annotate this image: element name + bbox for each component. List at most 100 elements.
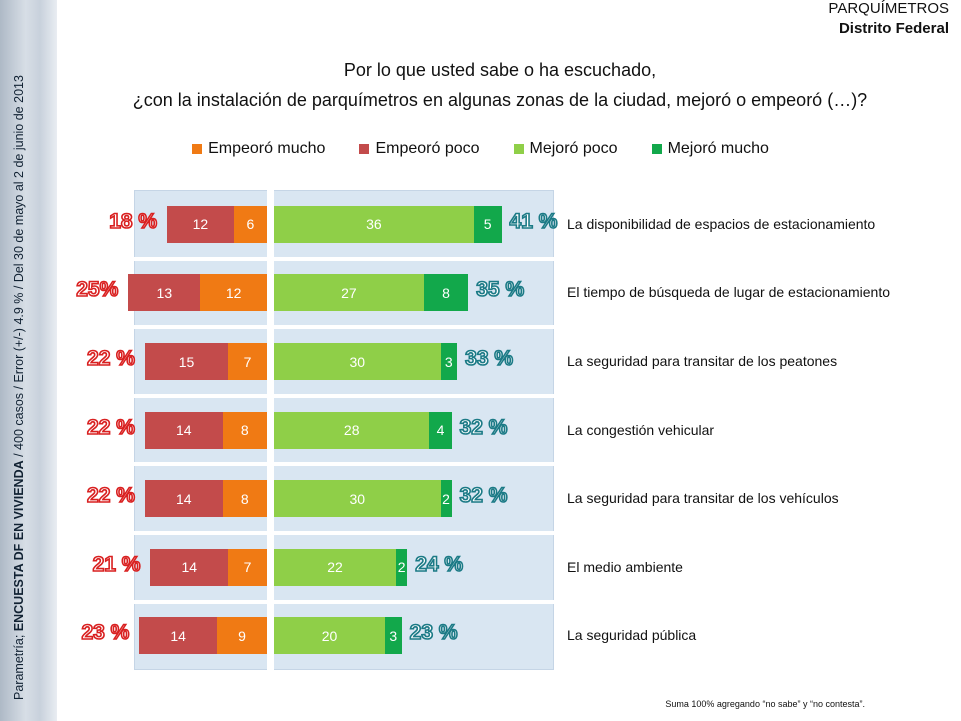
bar-empeoro-mucho: 7 [228, 548, 267, 586]
bar-empeoro-poco: 13 [128, 274, 201, 312]
data-label: 14 [181, 559, 198, 576]
total-mejoro: 41 % [509, 209, 558, 234]
total-mejoro: 35 % [475, 278, 525, 303]
bar-mejoro-poco: 27 [274, 274, 424, 312]
bar-mejoro-poco: 20 [274, 617, 385, 655]
legend-item-3: Mejoró poco [513, 140, 618, 158]
data-label: 15 [178, 353, 195, 370]
note-prefix: Parametría; [12, 631, 26, 700]
legend-swatch [192, 144, 203, 154]
footnote: Suma 100% agregando “no sabe” y “no cont… [665, 699, 865, 709]
data-label: 36 [366, 216, 382, 233]
legend-item-2: Empeoró poco [359, 140, 480, 158]
data-label: 14 [175, 422, 192, 439]
legend-item-1: Empeoró mucho [192, 140, 325, 158]
row-separator [134, 256, 554, 261]
bar-empeoro-poco: 14 [144, 480, 223, 518]
survey-methodology-note: Parametría; ENCUESTA DF EN VIVIENDA / 40… [12, 75, 26, 700]
data-label: 13 [156, 284, 173, 301]
row-separator [134, 393, 554, 398]
data-label: 2 [442, 490, 450, 507]
bar-mejoro-poco: 30 [274, 343, 441, 380]
legend-swatch [513, 144, 524, 154]
data-label: 30 [349, 490, 366, 507]
bar-empeoro-poco: 14 [139, 617, 218, 655]
category-label: El medio ambiente [567, 558, 683, 575]
category-label: La seguridad pública [567, 627, 697, 644]
legend-label: Empeoró mucho [208, 140, 326, 157]
legend-swatch [359, 144, 370, 154]
note-survey-name: ENCUESTA DF EN VIVIENDA [12, 460, 26, 632]
data-label: 20 [321, 627, 338, 644]
row-separator [134, 599, 554, 604]
data-label: 7 [243, 353, 252, 370]
total-mejoro: 32 % [459, 483, 508, 508]
total-empeoro: 18 % [108, 209, 158, 234]
total-mejoro: 32 % [459, 415, 508, 440]
bar-mejoro-poco: 22 [274, 548, 397, 586]
data-label: 28 [343, 422, 360, 439]
bar-empeoro-mucho: 7 [228, 343, 267, 380]
data-label: 9 [238, 627, 246, 644]
data-label: 14 [175, 490, 192, 507]
data-label: 2 [397, 559, 406, 576]
total-empeoro: 21 % [92, 552, 141, 577]
data-label: 14 [170, 627, 186, 644]
bar-mejoro-mucho: 8 [423, 274, 469, 312]
row-separator [134, 531, 554, 535]
data-label: 4 [436, 422, 445, 439]
row-separator [134, 325, 554, 330]
category-label: La congestión vehicular [567, 421, 715, 438]
brand-title: PARQUÍMETROS [828, 0, 949, 17]
region-title: Distrito Federal [838, 20, 949, 37]
data-label: 3 [389, 627, 398, 644]
data-label: 8 [240, 490, 249, 507]
data-label: 22 [327, 559, 343, 576]
data-label: 12 [225, 284, 242, 301]
bar-mejoro-mucho: 5 [473, 205, 502, 243]
legend-swatch [651, 144, 662, 154]
bar-mejoro-mucho: 3 [385, 617, 402, 655]
left-decorative-band [0, 0, 57, 721]
bar-empeoro-poco: 14 [144, 411, 223, 449]
legend-label: Mejoró mucho [667, 140, 769, 157]
data-label: 30 [349, 353, 366, 370]
note-details: / 400 casos / Error (+/-) 4.9 % / Del 30… [12, 75, 26, 461]
bar-empeoro-poco: 14 [150, 548, 229, 586]
chart-legend: Empeoró mucho Empeoró poco Mejoró poco Mejo… [0, 140, 961, 158]
category-label: La disponibilidad de espacios de estacio… [567, 215, 876, 232]
question-line-1: Por lo que usted sabe o ha escuchado, [343, 60, 657, 80]
chart-center-axis [267, 190, 274, 670]
bar-mejoro-poco: 30 [274, 480, 441, 518]
data-label: 7 [243, 559, 252, 576]
bar-empeoro-mucho: 12 [200, 274, 267, 312]
legend-item-4: Mejoró mucho [651, 140, 769, 158]
total-empeoro: 25% [75, 278, 119, 303]
data-label: 27 [341, 284, 357, 301]
data-label: 6 [246, 216, 255, 233]
total-mejoro: 24 % [414, 552, 464, 577]
bar-empeoro-poco: 15 [144, 343, 229, 380]
total-mejoro: 33 % [464, 346, 514, 371]
bar-mejoro-mucho: 2 [440, 480, 452, 518]
total-empeoro: 22 % [86, 483, 135, 508]
bar-empeoro-mucho: 6 [233, 205, 267, 243]
bar-mejoro-poco: 36 [274, 205, 474, 243]
bar-mejoro-mucho: 2 [396, 548, 408, 586]
category-label: La seguridad para transitar de los peato… [567, 353, 838, 369]
data-label: 8 [442, 284, 450, 301]
bar-empeoro-mucho: 8 [222, 411, 267, 449]
question-line-2: ¿con la instalación de parquímetros en a… [132, 90, 868, 110]
total-mejoro: 23 % [409, 621, 458, 646]
legend-label: Empeoró poco [375, 140, 480, 157]
data-label: 3 [444, 353, 453, 370]
bar-empeoro-poco: 12 [167, 205, 234, 243]
bar-mejoro-poco: 28 [274, 411, 430, 449]
total-empeoro: 22 % [86, 415, 135, 440]
total-empeoro: 22 % [86, 346, 135, 371]
total-empeoro: 23 % [81, 621, 130, 646]
bar-mejoro-mucho: 3 [440, 343, 458, 380]
category-label: El tiempo de búsqueda de lugar de estaci… [567, 284, 890, 301]
legend-label: Mejoró poco [529, 140, 618, 157]
data-label: 12 [192, 216, 209, 233]
